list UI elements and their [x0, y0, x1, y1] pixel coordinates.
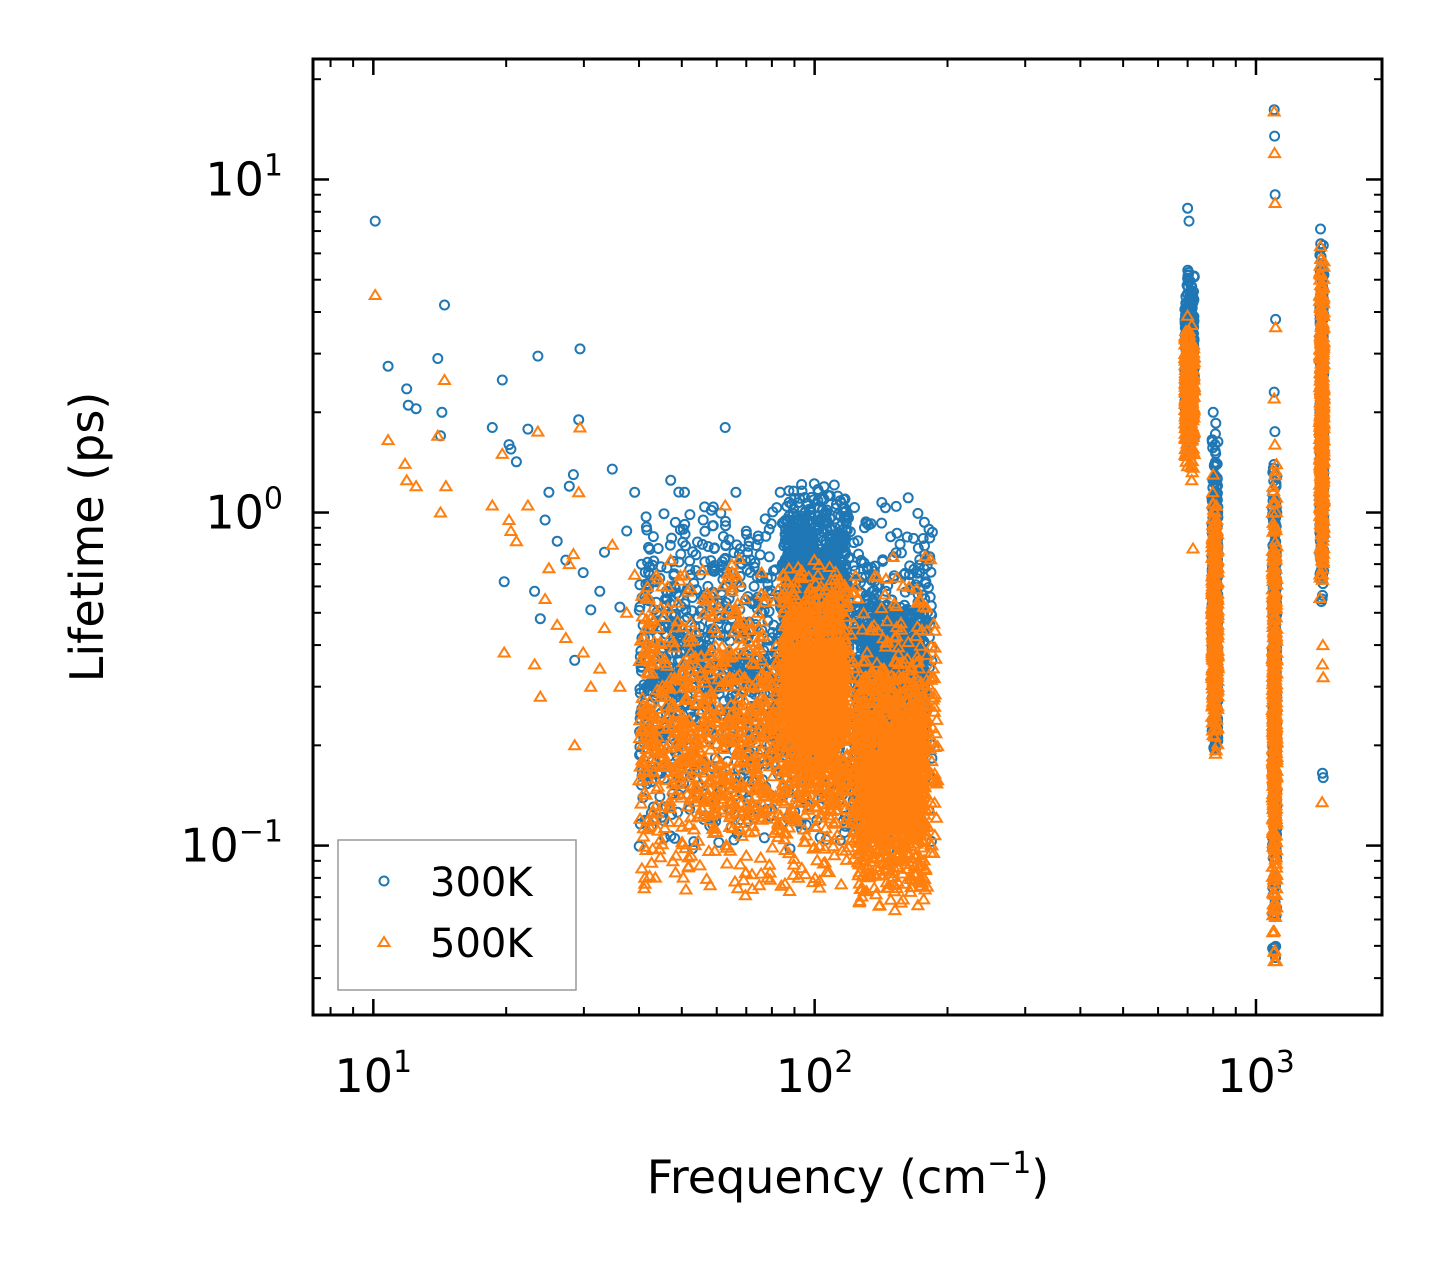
point-300K	[699, 525, 711, 537]
point-300K	[849, 502, 860, 513]
point-300K	[890, 500, 902, 512]
point-300K	[692, 536, 703, 548]
point-300K	[856, 571, 868, 583]
point-300K	[923, 523, 935, 535]
point-300K	[852, 535, 864, 547]
point-300K	[720, 539, 732, 551]
point-300K	[634, 579, 646, 591]
point-300K	[684, 509, 696, 521]
point-300K	[687, 546, 699, 558]
point-300K	[743, 540, 755, 552]
point-300K	[894, 538, 906, 550]
point-300K	[912, 507, 924, 519]
point-300K	[767, 627, 778, 638]
point-300K	[675, 548, 687, 560]
point-300K	[690, 549, 702, 561]
point-300K	[861, 517, 873, 529]
point-300K	[705, 504, 717, 516]
point-300K	[669, 516, 681, 528]
point-300K	[647, 531, 659, 543]
point-300K	[924, 591, 936, 603]
point-300K	[919, 540, 930, 552]
data-points	[367, 104, 1332, 967]
point-300K	[720, 515, 731, 527]
point-300K	[636, 558, 647, 570]
point-300K	[912, 542, 924, 554]
point-300K	[911, 567, 923, 579]
point-300K	[879, 502, 891, 514]
point-300K	[681, 583, 693, 595]
point-300K	[673, 486, 685, 498]
point-300K	[694, 628, 705, 640]
point-300K	[642, 556, 654, 568]
point-300K	[658, 508, 670, 520]
point-300K	[679, 528, 691, 540]
point-300K	[745, 596, 756, 608]
point-300K	[708, 560, 720, 571]
point-300K	[680, 540, 691, 552]
point-300K	[754, 549, 766, 561]
point-300K	[731, 539, 743, 551]
point-300K	[741, 528, 752, 540]
point-300K	[853, 548, 864, 560]
point-300K	[666, 532, 678, 544]
point-300K	[855, 554, 867, 566]
point-300K	[702, 541, 714, 552]
point-300K	[882, 580, 894, 591]
point-300K	[904, 560, 916, 572]
point-300K	[648, 555, 660, 567]
point-300K	[718, 695, 730, 707]
point-300K	[765, 518, 777, 530]
point-300K	[760, 530, 772, 542]
point-300K	[667, 555, 679, 567]
point-300K	[634, 683, 646, 695]
point-300K	[699, 556, 711, 568]
point-300K	[925, 566, 937, 578]
point-300K	[688, 836, 700, 848]
point-300K	[664, 539, 676, 551]
point-300K	[720, 520, 731, 532]
point-300K	[902, 492, 914, 504]
point-300K	[885, 531, 897, 543]
point-300K	[640, 521, 652, 533]
point-300K	[771, 502, 783, 514]
point-300K	[719, 552, 731, 564]
point-300K	[901, 531, 913, 543]
point-300K	[633, 604, 645, 616]
point-300K	[655, 561, 667, 573]
point-300K	[858, 557, 870, 569]
point-300K	[707, 520, 719, 532]
point-300K	[863, 519, 875, 531]
point-300K	[917, 533, 929, 544]
point-300K	[876, 517, 888, 529]
